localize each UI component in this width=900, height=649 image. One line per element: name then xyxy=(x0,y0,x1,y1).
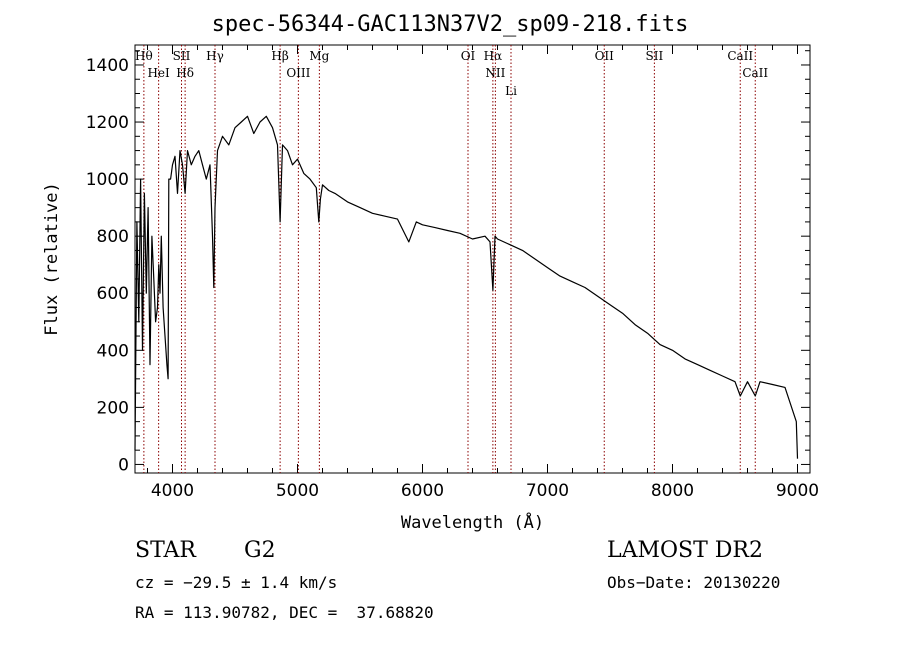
observation-date: Obs−Date: 20130220 xyxy=(607,573,781,592)
y-tick-label: 400 xyxy=(97,341,129,361)
spectral-line-label: HeI xyxy=(147,66,170,80)
spectral-line-label: CaII xyxy=(727,49,753,63)
spectral-line-label: Li xyxy=(505,84,517,98)
spectral-line-label: SII xyxy=(173,49,191,63)
survey-name: LAMOST DR2 xyxy=(607,538,763,563)
redshift-value: cz = −29.5 ± 1.4 km/s xyxy=(135,573,338,592)
y-tick-label: 1000 xyxy=(86,170,129,190)
y-tick-label: 0 xyxy=(118,455,129,475)
spectral-line-label: SII xyxy=(646,49,664,63)
x-tick-label: 9000 xyxy=(776,481,819,501)
object-subclass: G2 xyxy=(244,538,276,563)
y-tick-label: 1200 xyxy=(86,113,129,133)
spectral-line-label: Hδ xyxy=(176,66,194,80)
spectral-line-label: OI xyxy=(461,49,476,63)
spectral-line-label: Hβ xyxy=(271,49,288,63)
x-tick-label: 7000 xyxy=(526,481,569,501)
x-tick-label: 5000 xyxy=(276,481,319,501)
plot-frame xyxy=(134,44,811,474)
spectral-line-label: Mg xyxy=(309,49,329,63)
y-tick-label: 800 xyxy=(97,227,129,247)
object-class: STAR xyxy=(135,538,196,563)
spectral-line-label: Hα xyxy=(484,49,503,63)
y-tick-label: 200 xyxy=(97,398,129,418)
spectral-line-label: OIII xyxy=(286,66,310,80)
spectral-line-label: NII xyxy=(485,66,505,80)
x-tick-label: 8000 xyxy=(651,481,694,501)
spectrum-line xyxy=(134,115,799,459)
chart-title: spec-56344-GAC113N37V2_sp09-218.fits xyxy=(212,12,689,37)
y-axis-label: Flux (relative) xyxy=(42,182,62,336)
x-axis-label: Wavelength (Å) xyxy=(401,511,544,533)
x-tick-label: 4000 xyxy=(151,481,194,501)
spectral-line-label: Hθ xyxy=(135,49,153,63)
coordinates: RA = 113.90782, DEC = 37.68820 xyxy=(135,603,434,622)
y-tick-label: 1400 xyxy=(86,56,129,76)
spectral-line-label: Hγ xyxy=(206,49,224,63)
y-tick-label: 600 xyxy=(97,284,129,304)
spectral-line-label: CaII xyxy=(742,66,768,80)
spectral-line-label: OII xyxy=(595,49,615,63)
x-tick-label: 6000 xyxy=(401,481,444,501)
